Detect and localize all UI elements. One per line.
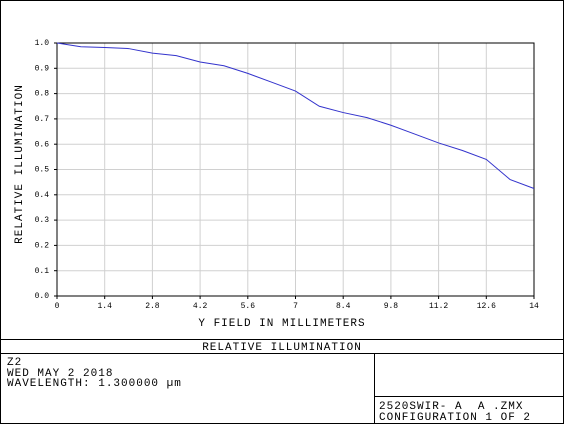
data-line <box>56 42 535 189</box>
x-tick-label: 12.6 <box>477 302 496 311</box>
y-tick-label: 0.8 <box>35 90 50 99</box>
footer-line: Z2 <box>7 357 22 369</box>
x-tick-label: 9.8 <box>384 302 399 311</box>
y-tick-label: 0.0 <box>35 292 50 301</box>
x-tick-label: 8.4 <box>336 302 351 311</box>
x-axis-label: Y FIELD IN MILLIMETERS <box>198 318 365 330</box>
y-tick-label: 0.6 <box>35 140 50 149</box>
chart-title: RELATIVE ILLUMINATION <box>202 342 362 354</box>
x-tick-label: 2.8 <box>145 302 160 311</box>
x-tick-label: 4.2 <box>193 302 208 311</box>
configuration: CONFIGURATION 1 OF 2 <box>379 412 531 424</box>
y-tick-label: 0.9 <box>35 64 50 73</box>
y-tick-label: 0.1 <box>35 267 50 276</box>
plot-frame <box>56 42 535 297</box>
x-tick-label: 0 <box>55 302 60 311</box>
y-tick-label: 0.3 <box>35 216 50 225</box>
x-tick-label: 11.2 <box>429 302 448 311</box>
x-tick-label: 5.6 <box>241 302 256 311</box>
footer-line: WAVELENGTH: 1.300000 µm <box>7 378 182 390</box>
footer-line: WED MAY 2 2018 <box>7 368 113 380</box>
y-tick-label: 0.7 <box>35 115 50 124</box>
y-axis-label: RELATIVE ILLUMINATION <box>14 84 26 244</box>
x-tick-label: 1.4 <box>97 302 112 311</box>
x-tick-label: 14 <box>529 302 539 311</box>
y-tick-label: 0.2 <box>35 242 50 251</box>
y-tick-label: 1.0 <box>35 39 50 48</box>
y-tick-label: 0.4 <box>35 191 50 200</box>
x-tick-label: 7 <box>293 302 298 311</box>
file-name: 2520SWIR- A A .ZMX <box>379 401 523 413</box>
y-tick-label: 0.5 <box>35 166 50 175</box>
